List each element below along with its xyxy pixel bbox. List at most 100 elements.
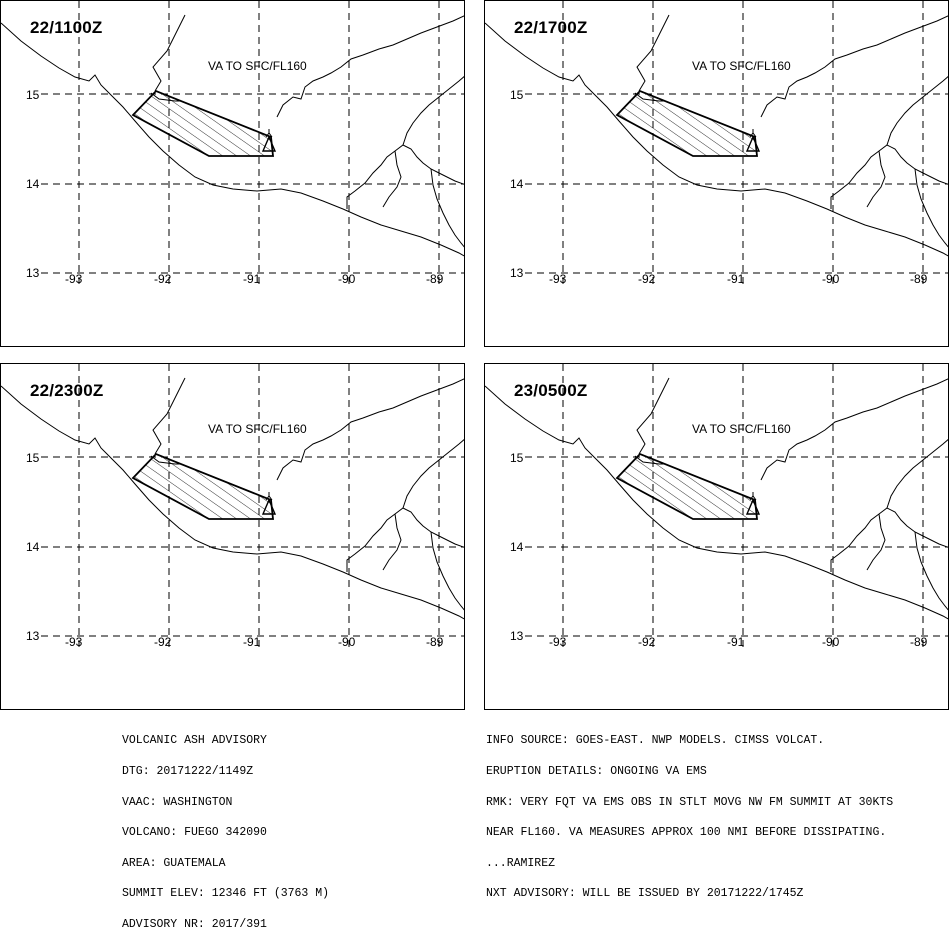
lat-label: 15 [26,451,40,465]
lat-label: 14 [26,177,40,191]
footer-line: AREA: GUATEMALA [122,856,226,870]
ash-height-label: VA TO SFC/FL160 [692,422,791,436]
border-path [866,150,886,208]
lon-label: -92 [638,272,656,286]
footer-line: INFO SOURCE: GOES-EAST. NWP MODELS. CIMS… [486,734,825,748]
lat-label: 14 [510,540,524,554]
volcano-plume [749,492,757,501]
border-path [914,168,948,248]
ash-height-label: VA TO SFC/FL160 [208,422,307,436]
border-path [152,377,186,455]
coastline-path [346,507,464,572]
forecast-panel-4: 23/0500Z VA TO SFC/FL160 15 14 13 -93 -9… [484,363,949,710]
lon-label: -93 [65,272,83,286]
ash-cloud-polygon [131,89,274,157]
ash-area [615,89,758,157]
forecast-panel-1: 22/1100Z VA TO SFC/FL160 15 14 13 -93 -9… [0,0,465,347]
ash-height-label: VA TO SFC/FL160 [692,59,791,73]
panel-time: 22/2300Z [30,381,104,400]
coastline [485,377,948,620]
ash-cloud-polygon [131,452,274,520]
lon-label: -92 [154,272,172,286]
lon-label: -91 [727,635,745,649]
map-canvas [1,364,464,652]
border-path [276,15,464,118]
lat-lon-grid [525,364,948,652]
lat-label: 13 [510,629,524,643]
coastline-path [485,385,948,620]
forecast-panel-3: 22/2300Z VA TO SFC/FL160 15 14 13 -93 -9… [0,363,465,710]
footer-line: ...RAMIREZ [486,856,556,870]
lon-label: -91 [243,635,261,649]
volcano-triangle [745,498,761,515]
ash-area [131,89,274,157]
coastline-path [886,76,948,146]
coastline-path [1,22,464,257]
border-path [760,15,948,118]
footer-line: DTG: 20171222/1149Z [122,765,254,779]
lat-label: 13 [26,266,40,280]
footer-line: NEAR FL160. VA MEASURES APPROX 100 NMI B… [486,826,887,840]
volcano-icon [745,492,761,515]
coastline-path [402,76,464,146]
ash-cloud-polygon [615,452,758,520]
lon-label: -91 [243,272,261,286]
lon-label: -89 [910,635,928,649]
coastline-path [402,439,464,509]
lat-label: 15 [26,88,40,102]
footer-line: RMK: VERY FQT VA EMS OBS IN STLT MOVG NW… [486,795,894,809]
panel-time: 22/1100Z [30,18,103,37]
lon-label: -89 [426,272,444,286]
lat-label: 15 [510,88,524,102]
lon-label: -90 [822,272,840,286]
advisory-remarks-block: INFO SOURCE: GOES-EAST. NWP MODELS. CIMS… [486,716,893,910]
ash-area [131,452,274,520]
lon-label: -93 [549,635,567,649]
map-canvas [485,364,948,652]
border-path [382,513,402,571]
volcano-triangle [261,498,277,515]
border-path [914,531,948,611]
coastline [1,14,464,257]
footer-line: ADVISORY NR: 2017/391 [122,918,267,932]
panel-time: 22/1700Z [514,18,588,37]
volcano-icon [745,129,761,152]
volcano-plume [749,129,757,138]
advisory-header-block: VOLCANIC ASH ADVISORY DTG: 20171222/1149… [122,716,329,940]
volcano-triangle [261,135,277,152]
ash-area [615,452,758,520]
footer-line: SUMMIT ELEV: 12346 FT (3763 M) [122,887,330,901]
coastline [1,377,464,620]
volcano-plume [265,492,273,501]
forecast-panel-2: 22/1700Z VA TO SFC/FL160 15 14 13 -93 -9… [484,0,949,347]
coastline-path [485,22,948,257]
border-path [430,531,464,611]
border-path [276,378,464,481]
lat-lon-grid [41,1,464,289]
lon-label: -89 [426,635,444,649]
coastline-path [830,507,948,572]
lat-label: 14 [510,177,524,191]
border-path [430,168,464,248]
lat-label: 14 [26,540,40,554]
border-path [382,150,402,208]
footer-line: VOLCANO: FUEGO 342090 [122,826,267,840]
volcano-plume [265,129,273,138]
coastline-path [886,439,948,509]
coastline-path [830,144,948,209]
border-path [636,377,670,455]
border-path [636,14,670,92]
volcano-icon [261,129,277,152]
lon-label: -90 [338,272,356,286]
panel-time: 23/0500Z [514,381,588,400]
lon-label: -90 [822,635,840,649]
ash-height-label: VA TO SFC/FL160 [208,59,307,73]
volcano-icon [261,492,277,515]
coastline-path [346,144,464,209]
footer-line: ERUPTION DETAILS: ONGOING VA EMS [486,765,707,779]
lon-label: -90 [338,635,356,649]
map-canvas [1,1,464,289]
footer-line: NXT ADVISORY: WILL BE ISSUED BY 20171222… [486,887,804,901]
lat-label: 13 [510,266,524,280]
border-path [866,513,886,571]
